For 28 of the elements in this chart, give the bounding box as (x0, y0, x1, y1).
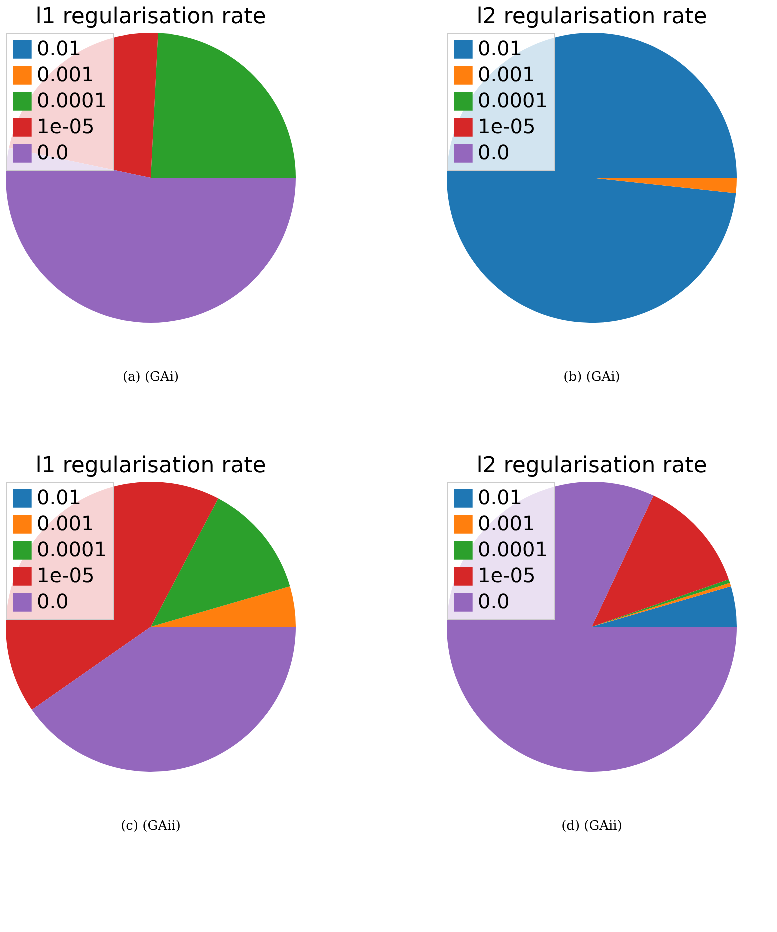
legend-label: 0.0001 (478, 538, 548, 562)
legend-label: 0.001 (37, 512, 94, 536)
legend-label: 0.0001 (478, 88, 548, 112)
chart-title: l2 regularisation rate (476, 454, 708, 478)
legend-label: 0.001 (37, 62, 94, 86)
text: (d) (GAii) (562, 819, 622, 834)
legend-label: 0.001 (478, 62, 536, 86)
legend-label: 0.0 (478, 590, 510, 614)
chart-title: l2 regularisation rate (476, 4, 708, 30)
legend-label: 0.01 (478, 486, 523, 510)
legend-label: 0.0001 (37, 538, 107, 562)
legend-label: 0.0 (37, 590, 69, 614)
text: (a) (GAi) (122, 370, 180, 385)
legend-label: 1e-05 (478, 114, 536, 138)
legend-label: 0.01 (37, 36, 82, 60)
legend-label: 1e-05 (478, 564, 536, 588)
chart-title: l1 regularisation rate (36, 454, 266, 478)
legend-label: 0.0001 (37, 88, 107, 112)
legend-label: 0.0 (478, 140, 510, 164)
legend-label: 0.001 (478, 512, 536, 536)
text: (b) (GAi) (564, 370, 620, 385)
legend-label: 0.0 (37, 140, 69, 164)
chart-title: l1 regularisation rate (36, 4, 266, 30)
legend-label: 1e-05 (37, 114, 95, 138)
legend-label: 0.01 (478, 36, 523, 60)
legend-label: 0.01 (37, 486, 82, 510)
text: (c) (GAii) (121, 819, 181, 834)
legend-label: 1e-05 (37, 564, 95, 588)
